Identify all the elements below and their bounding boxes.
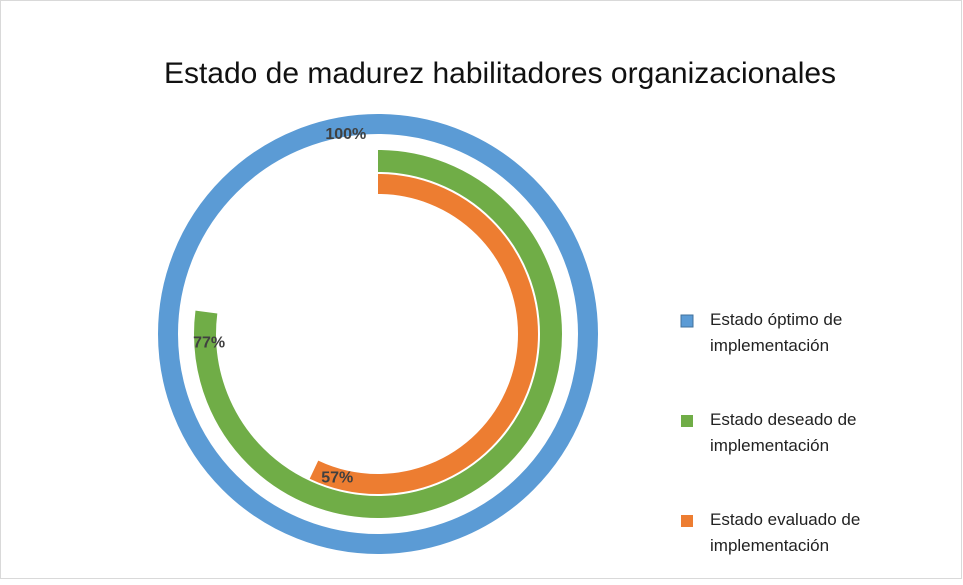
legend-label: Estado óptimo de implementación — [710, 310, 842, 355]
legend-swatch — [681, 415, 693, 427]
legend-label: Estado deseado de implementación — [710, 410, 857, 455]
value-label: 100% — [325, 126, 366, 143]
chart-title: Estado de madurez habilitadores organiza… — [164, 57, 836, 90]
legend-swatch — [680, 314, 694, 328]
legend-line: Estado óptimo de — [710, 310, 842, 329]
ring-bar — [194, 150, 562, 518]
legend-line: implementación — [710, 336, 829, 355]
ring-bar — [218, 174, 538, 494]
legend-label: Estado evaluado de implementación — [710, 510, 860, 555]
legend-line: implementación — [710, 436, 829, 455]
ring-bar — [158, 114, 598, 554]
legend-line: Estado deseado de — [710, 410, 857, 429]
legend-line: Estado evaluado de — [710, 510, 860, 529]
value-label: 77% — [193, 335, 225, 352]
legend-swatch — [681, 515, 693, 527]
value-label: 57% — [321, 469, 353, 486]
legend-line: implementación — [710, 536, 829, 555]
